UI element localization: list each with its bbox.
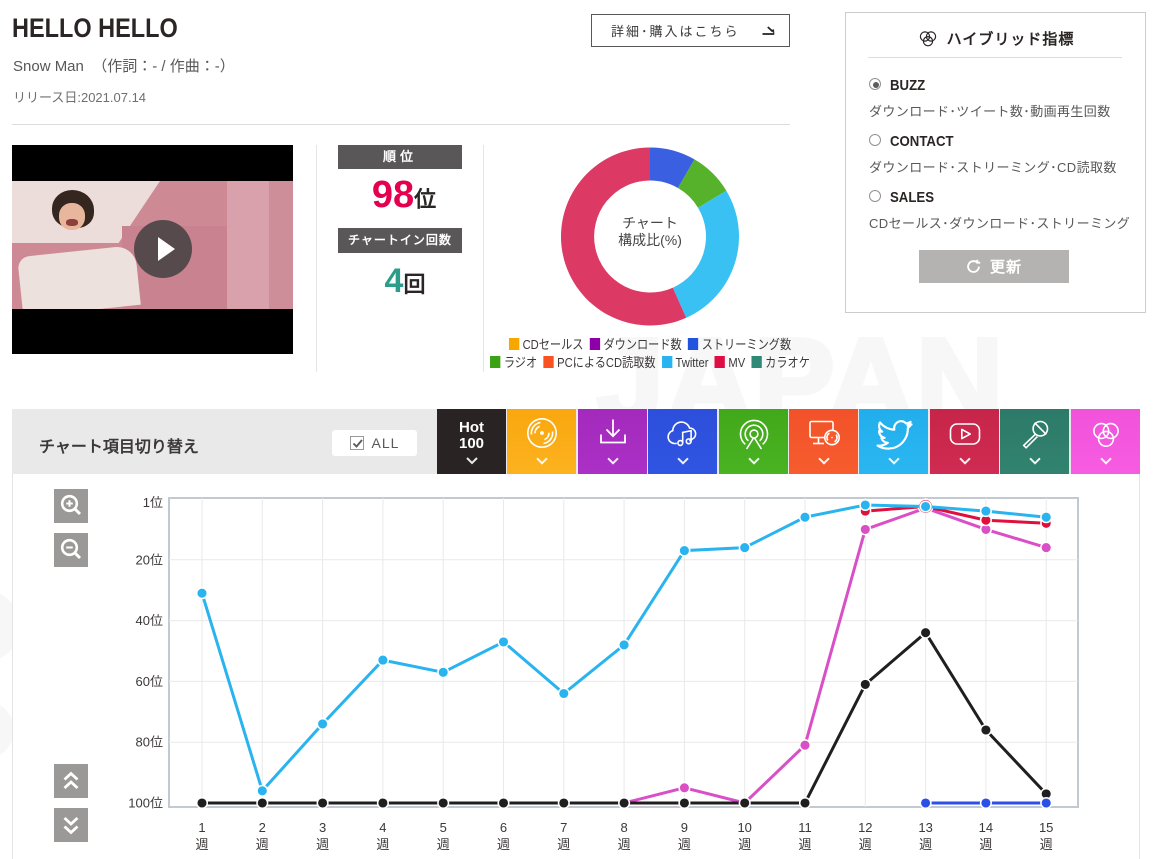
svg-text:週: 週 (557, 837, 570, 852)
svg-text:80位: 80位 (136, 735, 163, 750)
svg-text:週: 週 (678, 837, 691, 852)
svg-text:15: 15 (1039, 820, 1053, 835)
svg-text:12: 12 (858, 820, 872, 835)
svg-text:14: 14 (979, 820, 993, 835)
svg-text:週: 週 (1040, 837, 1053, 852)
svg-text:8: 8 (620, 820, 627, 835)
svg-text:週: 週 (376, 837, 389, 852)
svg-text:週: 週 (497, 837, 510, 852)
svg-text:40位: 40位 (136, 613, 163, 628)
svg-text:週: 週 (859, 837, 872, 852)
svg-text:7: 7 (560, 820, 567, 835)
svg-text:11: 11 (798, 820, 812, 835)
svg-text:週: 週 (738, 837, 751, 852)
svg-text:3: 3 (319, 820, 326, 835)
svg-text:2: 2 (259, 820, 266, 835)
svg-text:週: 週 (195, 837, 208, 852)
svg-text:100位: 100位 (128, 796, 163, 811)
svg-text:60位: 60位 (136, 674, 163, 689)
svg-text:週: 週 (256, 837, 269, 852)
svg-text:週: 週 (437, 837, 450, 852)
svg-text:9: 9 (681, 820, 688, 835)
svg-text:週: 週 (798, 837, 811, 852)
svg-text:20位: 20位 (136, 552, 163, 567)
svg-text:4: 4 (379, 820, 386, 835)
svg-text:週: 週 (919, 837, 932, 852)
svg-text:13: 13 (918, 820, 932, 835)
svg-text:5: 5 (440, 820, 447, 835)
svg-text:週: 週 (316, 837, 329, 852)
svg-text:1: 1 (198, 820, 205, 835)
svg-text:週: 週 (618, 837, 631, 852)
svg-text:週: 週 (979, 837, 992, 852)
svg-text:6: 6 (500, 820, 507, 835)
svg-text:10: 10 (737, 820, 751, 835)
svg-text:1位: 1位 (143, 495, 163, 510)
